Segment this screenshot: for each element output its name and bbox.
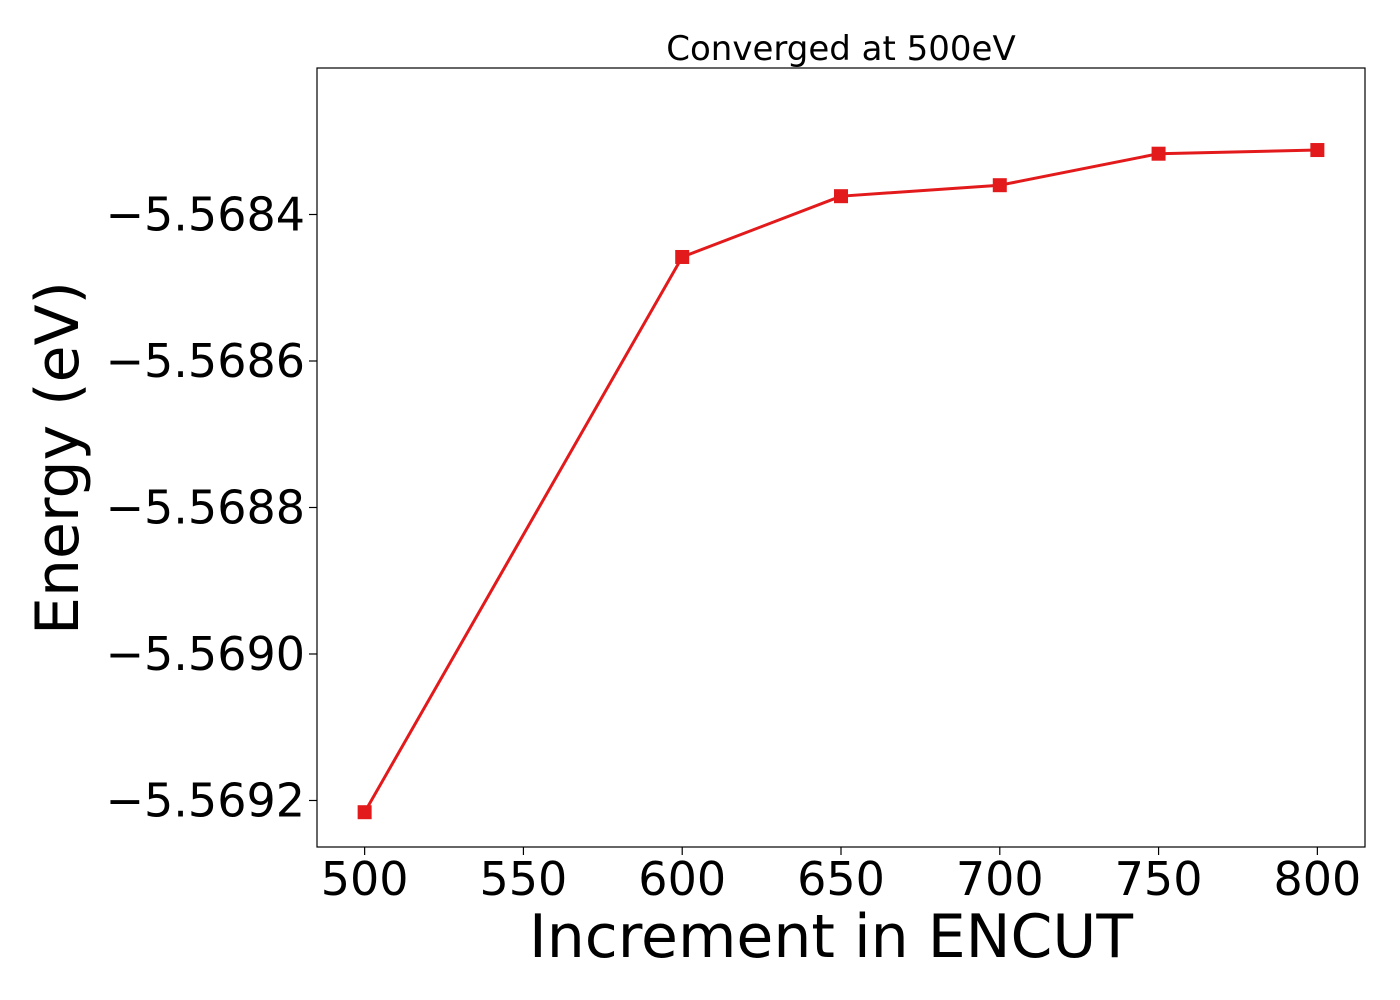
- x-axis: 500 550 600 650 700 750 800: [321, 847, 1361, 906]
- series-line: [363, 148, 1318, 813]
- x-tick-label: 600: [638, 852, 726, 906]
- y-tick-label: −5.5686: [106, 334, 306, 388]
- data-point: [1310, 143, 1325, 158]
- y-tick-label: −5.5690: [106, 627, 306, 681]
- y-tick-label: −5.5684: [106, 187, 306, 241]
- x-axis-label: Increment in ENCUT: [529, 902, 1133, 972]
- data-point: [834, 189, 848, 204]
- series-layer: [357, 143, 1325, 820]
- y-axis: −5.5692 −5.5690 −5.5688 −5.5686 −5.5684: [106, 187, 317, 827]
- x-tick-label: 700: [956, 852, 1044, 906]
- x-tick-label: 550: [480, 852, 568, 906]
- y-tick-label: −5.5688: [106, 480, 306, 534]
- data-point: [992, 178, 1007, 193]
- x-tick-label: 750: [1115, 852, 1203, 906]
- data-point: [357, 805, 372, 820]
- y-axis-label: Energy (eV): [23, 281, 93, 635]
- x-tick-label: 650: [797, 852, 885, 906]
- data-point: [675, 249, 690, 264]
- x-tick-label: 800: [1273, 852, 1361, 906]
- plot-area: [316, 67, 1366, 848]
- chart-title: Converged at 500eV: [666, 29, 1015, 69]
- data-point: [1151, 146, 1166, 161]
- x-tick-label: 500: [321, 852, 409, 906]
- y-tick-label: −5.5692: [106, 773, 306, 827]
